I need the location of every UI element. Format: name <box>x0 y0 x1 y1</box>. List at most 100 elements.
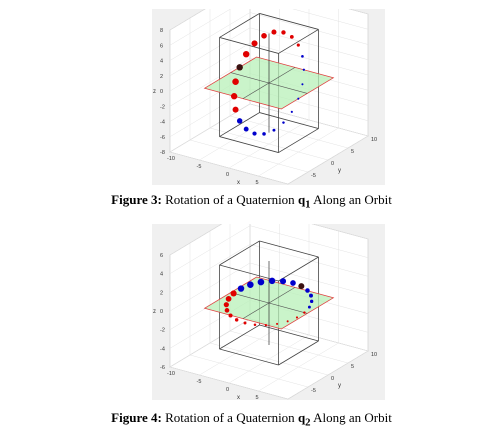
figure-4-caption-symbol: q <box>297 410 306 425</box>
cube-edge <box>219 13 260 38</box>
grid-line-z-left <box>169 244 251 293</box>
grid-line-z-left <box>169 262 251 312</box>
x-tick-label: 0 <box>226 387 229 393</box>
grid-line-z-back <box>249 244 369 277</box>
cube-edge <box>219 348 279 366</box>
x-tick-label: -10 <box>167 156 175 162</box>
x-tick-label: -5 <box>197 164 202 170</box>
orbit-point-19 <box>253 323 257 327</box>
z-tick-label: -8 <box>160 150 165 156</box>
grid-line-z-back <box>249 42 369 76</box>
cube-edge <box>278 256 319 282</box>
figure-4-caption-subscript: 2 <box>305 416 311 429</box>
orbit-point-14 <box>223 302 229 308</box>
figure-3-caption: Figure 3: Rotation of a Quaternion q1 Al… <box>0 192 503 211</box>
orbit-point-18 <box>282 121 285 124</box>
orbit-point-18 <box>243 321 247 325</box>
cube-edge <box>259 240 319 258</box>
grid-line-z-left <box>169 318 251 368</box>
figure-3-caption-text: Rotation of a Quaternion <box>161 192 298 207</box>
grid-line-z-left <box>169 9 206 31</box>
orbit-point-12 <box>230 290 237 297</box>
orbit-point-3 <box>309 293 313 298</box>
orbit-point-3 <box>289 35 294 39</box>
orbit-point-8 <box>242 50 250 58</box>
z-tick-label: 0 <box>160 309 163 315</box>
orbit-point-11 <box>237 285 245 292</box>
orbit-point-23 <box>295 316 299 319</box>
y-tick-label: 0 <box>331 161 334 167</box>
z-tick-label: 8 <box>160 28 163 34</box>
orbit-point-16 <box>228 313 233 318</box>
grid-line-z-left <box>169 42 251 92</box>
orbit-point-0 <box>302 68 305 71</box>
orbit-point-15 <box>224 308 230 313</box>
figure-4-caption-prefix: Figure 4: <box>111 410 162 425</box>
orbit-point-10 <box>247 281 254 288</box>
grid-line-z-left <box>169 224 223 256</box>
orbit-point-2 <box>309 299 314 303</box>
y-tick-label: 10 <box>371 137 377 143</box>
figure-3-caption-subscript: 1 <box>305 198 311 211</box>
y-tick-label: 10 <box>371 352 377 358</box>
figure-4-caption: Figure 4: Rotation of a Quaternion q2 Al… <box>0 410 503 429</box>
orbit-point-4 <box>281 30 286 35</box>
orbit-point-7 <box>279 278 287 285</box>
x-axis-label: x <box>237 180 240 185</box>
orbit-point-7 <box>251 40 258 47</box>
grid-line-z-left <box>169 9 231 46</box>
z-tick-label: -2 <box>160 104 165 110</box>
figure-3-caption-suffix: Along an Orbit <box>310 192 392 207</box>
z-tick-label: 6 <box>160 43 163 49</box>
orbit-point-12 <box>232 106 239 113</box>
grid-line-z-back <box>249 262 369 296</box>
grid-line-z-back <box>249 12 369 45</box>
y-tick-label: 0 <box>331 376 334 382</box>
orbit-point-15 <box>252 131 257 136</box>
y-tick-label: 5 <box>351 149 354 155</box>
orbit-point-17 <box>272 128 276 132</box>
orbit-point-13 <box>225 296 232 302</box>
x-axis-label: x <box>237 395 240 400</box>
figure-3-caption-prefix: Figure 3: <box>111 192 162 207</box>
cube-edge <box>278 29 319 54</box>
figure-3-caption-symbol: q <box>297 192 306 207</box>
orbit-point-10 <box>232 78 239 85</box>
cube-edge <box>219 136 279 153</box>
orbit-point-1 <box>301 55 304 58</box>
orbit-point-21 <box>301 83 304 86</box>
orbit-point-19 <box>290 110 293 113</box>
orbit-point-22 <box>286 320 289 323</box>
orbit-point-17 <box>234 318 239 322</box>
grid-line-y-floor <box>189 354 309 388</box>
z-tick-label: -6 <box>160 135 165 141</box>
orbit-point-1 <box>307 305 311 309</box>
figure-4-caption-suffix: Along an Orbit <box>310 410 392 425</box>
orbit-point-8 <box>268 277 276 285</box>
x-tick-label: 0 <box>226 172 229 178</box>
grid-line-y-floor <box>209 342 329 376</box>
orbit-point-9 <box>236 64 243 71</box>
cube-edge <box>278 128 319 153</box>
y-tick-label: -5 <box>311 388 316 394</box>
cube-edge <box>219 240 260 266</box>
orbit-point-9 <box>257 278 265 286</box>
orbit-point-11 <box>230 93 238 100</box>
orbit-point-20 <box>264 324 268 327</box>
z-tick-label: 4 <box>160 59 163 65</box>
cube-edge <box>219 324 260 350</box>
orbit-point-20 <box>297 97 300 100</box>
grid-line-z-back <box>249 225 369 258</box>
cube-edge <box>219 112 260 137</box>
orbit-point-6 <box>290 280 296 286</box>
z-tick-label: 0 <box>160 89 163 95</box>
cube-edge <box>259 13 319 30</box>
grid-line-y-floor <box>169 151 289 185</box>
z-tick-label: -6 <box>160 365 165 371</box>
grid-line-z-back <box>249 27 369 60</box>
orbit-point-21 <box>276 322 279 325</box>
z-tick-label: -2 <box>160 328 165 334</box>
orbit-point-14 <box>243 126 249 132</box>
